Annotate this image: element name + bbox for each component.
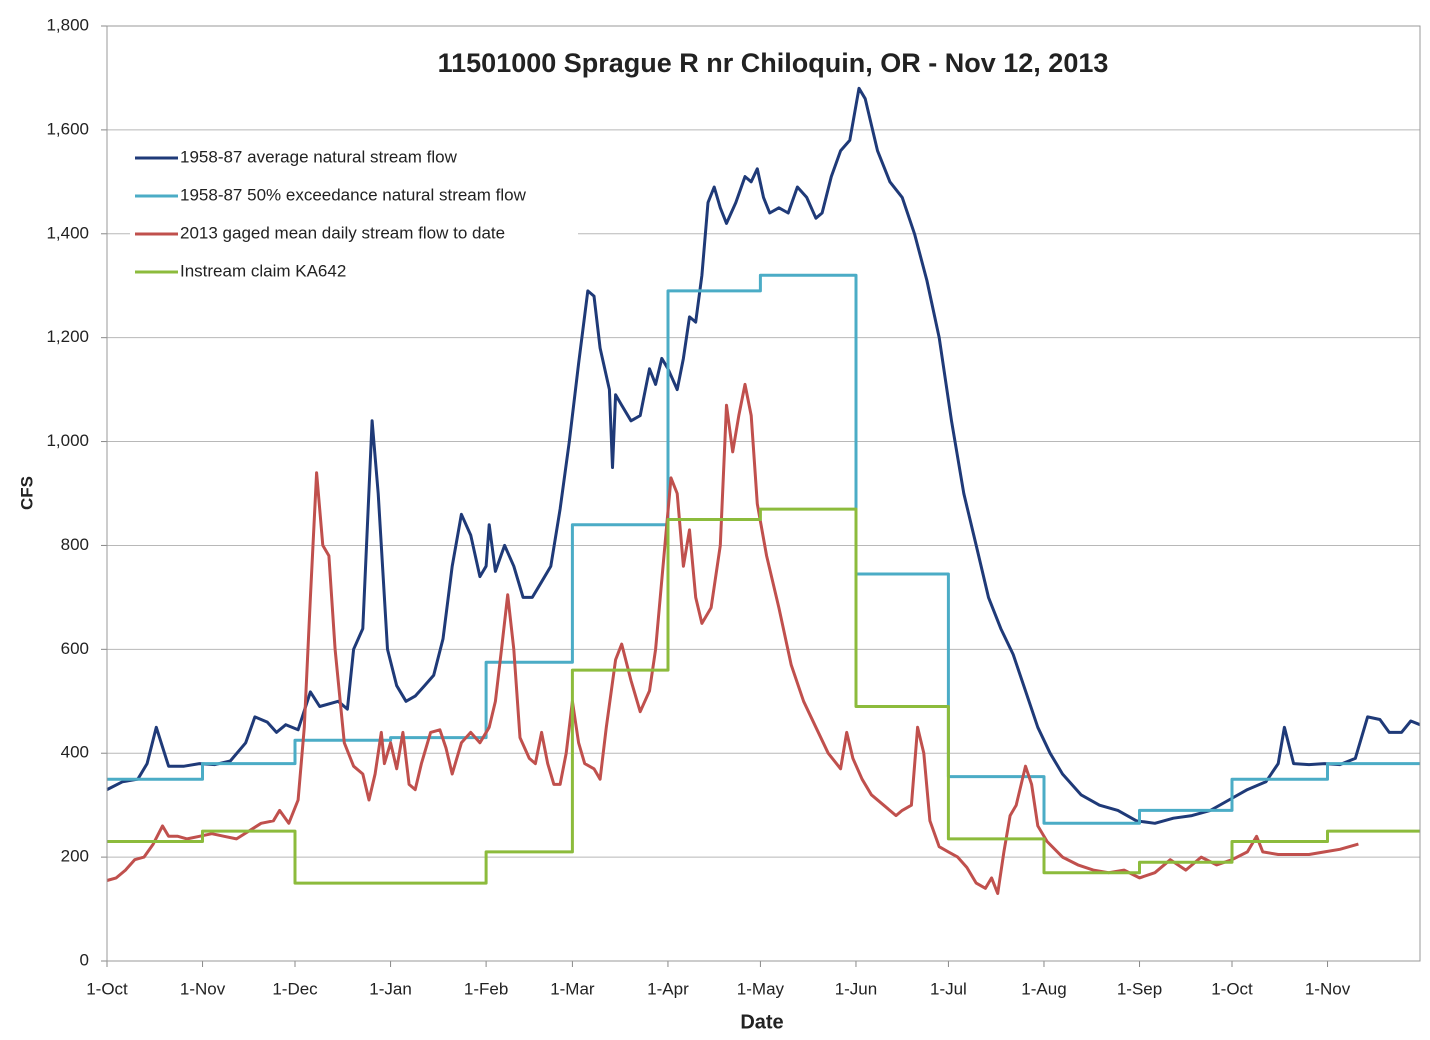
y-tick-label: 800 [61,535,89,554]
x-tick-label: 1-Oct [1211,979,1253,998]
legend-label: 1958-87 50% exceedance natural stream fl… [180,185,527,204]
chart: 0 200 400 600 800 1,000 1,200 1,400 1,600 1,800 1-… [0,0,1430,1040]
x-tick-label: 1-Nov [180,979,226,998]
legend-label: 1958-87 average natural stream flow [180,147,458,166]
y-tick-label: 1,800 [46,15,89,34]
x-axis-label: Date [740,1011,783,1033]
page: {"chart_data": {"type": "line", "title":… [0,0,1430,1040]
x-tick-label: 1-Dec [272,979,318,998]
x-tick-label: 1-Oct [86,979,128,998]
y-tick-label: 1,200 [46,327,89,346]
y-tick-label: 600 [61,639,89,658]
x-tick-label: 1-Feb [464,979,508,998]
chart-title: 11501000 Sprague R nr Chiloquin, OR - No… [438,48,1109,78]
x-tick-label: 1-Mar [550,979,595,998]
x-tick-label: 1-Jul [930,979,967,998]
x-tick-label: 1-Nov [1305,979,1351,998]
y-tick-label: 1,000 [46,431,89,450]
y-axis-label: CFS [17,476,36,510]
x-tick-label: 1-Aug [1021,979,1066,998]
legend-label: 2013 gaged mean daily stream flow to dat… [180,223,505,242]
x-tick-label: 1-Jan [369,979,412,998]
y-tick-label: 400 [61,743,89,762]
y-tick-label: 1,600 [46,119,89,138]
x-tick-label: 1-Jun [835,979,878,998]
x-tick-label: 1-Sep [1117,979,1162,998]
x-tick-label: 1-May [737,979,785,998]
y-tick-label: 200 [61,847,89,866]
legend: 1958-87 average natural stream flow 1958-… [130,138,578,294]
y-tick-label: 0 [80,950,89,969]
x-tick-label: 1-Apr [647,979,689,998]
legend-label: Instream claim KA642 [180,261,346,280]
y-tick-label: 1,400 [46,223,89,242]
